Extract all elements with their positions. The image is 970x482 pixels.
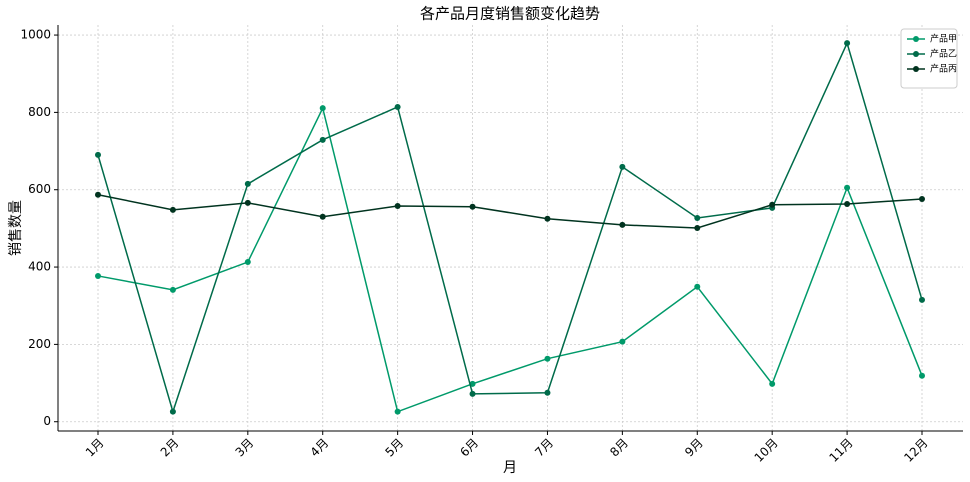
point [394, 202, 401, 209]
legend-box [900, 28, 958, 89]
x-tick-label: 3月 [233, 436, 257, 460]
point [619, 338, 626, 345]
x-tick-label: 12月 [901, 436, 930, 465]
point [619, 163, 626, 170]
point [694, 283, 701, 290]
point [95, 151, 101, 158]
y-axis-label: 销售数量 [8, 200, 24, 256]
legend-label: 产品乙 [930, 48, 957, 60]
y-tick-label: 1000 [20, 28, 51, 42]
legend-marker [913, 66, 919, 72]
point [919, 296, 925, 303]
point [169, 408, 176, 415]
point [95, 191, 101, 198]
series-line [97, 194, 923, 229]
point [95, 272, 101, 279]
point [319, 136, 326, 143]
point [844, 40, 851, 47]
y-tick-label: 800 [28, 105, 51, 119]
point [544, 389, 551, 396]
chart-title: 各产品月度销售额变化趋势 [420, 5, 600, 23]
legend-marker [913, 51, 919, 57]
point [394, 103, 401, 110]
point [619, 221, 626, 228]
point [844, 201, 851, 208]
point [919, 372, 925, 379]
x-tick-label: 6月 [457, 436, 481, 460]
point [244, 180, 251, 187]
point [769, 201, 776, 208]
x-tick-label: 5月 [382, 436, 406, 460]
point [319, 105, 326, 112]
point [769, 380, 776, 387]
point [469, 203, 476, 210]
point [844, 184, 851, 191]
x-tick-label: 1月 [83, 436, 107, 460]
y-tick-label: 400 [28, 260, 51, 274]
point [244, 259, 251, 266]
point [694, 225, 701, 231]
point [169, 206, 176, 213]
x-tick-label: 10月 [752, 436, 781, 465]
point [694, 214, 701, 221]
y-tick-label: 600 [28, 182, 51, 196]
point [544, 355, 551, 362]
series-line [97, 105, 923, 413]
point [244, 199, 251, 206]
point [919, 196, 925, 202]
point [469, 390, 476, 397]
series-line [97, 41, 923, 415]
legend-marker [913, 36, 919, 42]
point [319, 213, 326, 220]
legend-label: 产品丙 [930, 63, 957, 75]
x-tick-label: 4月 [308, 436, 332, 460]
x-tick-label: 2月 [158, 436, 182, 460]
point [169, 286, 176, 293]
point [394, 408, 401, 415]
y-tick-label: 200 [28, 337, 51, 351]
x-tick-label: 8月 [607, 436, 631, 460]
x-tick-label: 7月 [532, 436, 556, 460]
x-axis-label: 月 [503, 460, 517, 476]
point [544, 215, 551, 222]
x-tick-label: 11月 [826, 436, 855, 465]
legend-label: 产品甲 [930, 33, 957, 45]
y-tick-label: 0 [43, 414, 51, 428]
x-tick-label: 9月 [682, 436, 706, 460]
